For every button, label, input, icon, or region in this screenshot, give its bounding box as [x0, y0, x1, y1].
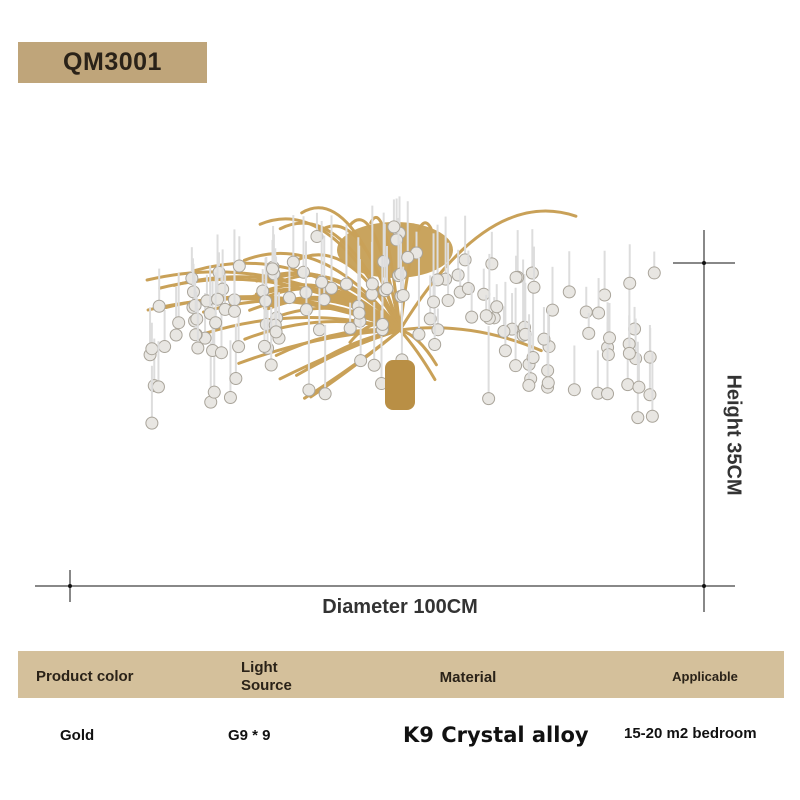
crystal-drop: [396, 266, 410, 302]
crystal-drop: [592, 278, 606, 320]
crystal-drop: [152, 268, 166, 313]
model-label: QM3001: [18, 42, 207, 83]
crystal-drop: [441, 242, 455, 308]
crystal-drop: [387, 199, 401, 234]
table-cell: Gold: [60, 727, 95, 744]
crystal-drop: [526, 291, 540, 365]
crystal-drop: [562, 251, 576, 299]
crystal-drop: [232, 236, 246, 273]
crystal-drop: [631, 341, 645, 425]
crystal-drop: [541, 310, 555, 390]
header-cell: Light Source: [241, 659, 292, 694]
crystal-drop: [299, 285, 313, 317]
crystal-drop: [465, 285, 479, 324]
crystal-drop: [145, 322, 159, 356]
crystal-drop: [567, 345, 581, 397]
branch: [398, 328, 437, 382]
crystal-drop: [229, 324, 243, 386]
crystal-drop: [582, 312, 596, 340]
crystal-drop: [265, 239, 279, 276]
crystal-drop: [286, 215, 300, 269]
crystal-drop: [218, 274, 232, 316]
branch: [398, 209, 578, 332]
crystal-drop: [537, 307, 551, 346]
table-cell: 15-20 m2 bedroom: [624, 725, 757, 742]
crystal-drop: [315, 221, 329, 289]
crystal-drop: [477, 268, 491, 301]
crystal-drop: [509, 255, 523, 284]
branch: [398, 326, 543, 353]
crystal-drop: [579, 286, 593, 319]
branch: [348, 218, 402, 332]
crystal-drop: [172, 272, 186, 330]
crystal-drop: [490, 284, 504, 314]
crystal-drop: [643, 327, 657, 364]
crystal-drop: [211, 234, 225, 306]
crystal-drop: [376, 297, 390, 331]
crystal-drop: [302, 310, 316, 397]
crystal-drop: [591, 350, 605, 400]
chandelier-illustration: [35, 196, 735, 612]
crystal-drop: [352, 245, 366, 320]
crystal-drop: [622, 280, 636, 360]
crystal-drop: [598, 250, 612, 302]
crystal-drop: [325, 215, 339, 295]
crystal-drop: [545, 266, 559, 317]
header-cell: Applicable: [672, 669, 738, 684]
crystal-drop: [485, 231, 499, 271]
crystal-drop: [191, 308, 205, 355]
crystal-drop: [522, 320, 536, 392]
crystal-drop: [310, 212, 324, 243]
crystal-drop: [145, 365, 159, 430]
crystal-drop: [412, 257, 426, 341]
crystal-drop: [603, 303, 617, 345]
crystal-drop: [380, 245, 394, 296]
crystal-drop: [482, 326, 496, 406]
crystal-drop: [647, 251, 661, 280]
crystal-drop: [223, 340, 237, 404]
crystal-drop: [169, 286, 183, 342]
crystal-drop: [632, 353, 646, 394]
crystal-drop: [343, 302, 357, 335]
crystal-drop: [259, 257, 273, 308]
crystal-drop: [209, 272, 223, 330]
crystal-drop: [297, 216, 311, 279]
table-cell: K9 Crystal alloy: [403, 723, 589, 747]
table-cell: G9 * 9: [228, 727, 271, 744]
header-cell: Material: [439, 669, 497, 686]
branch: [300, 206, 402, 332]
height-label: Height 35CM: [722, 374, 745, 496]
crystal-drop: [257, 289, 271, 353]
crystal-drop: [190, 297, 204, 326]
crystal-drop: [623, 244, 637, 290]
crystal-drop: [509, 287, 523, 373]
header-cell: Product color: [36, 668, 134, 685]
crystal-drop: [498, 281, 512, 358]
crystal-drop: [497, 306, 511, 338]
crystal-drop: [318, 324, 332, 401]
crystal-drop: [339, 224, 353, 291]
crystal-drop: [428, 282, 442, 351]
diameter-label: Diameter 100CM: [322, 596, 478, 618]
crystal-drop: [479, 294, 493, 323]
crystal-drop: [367, 301, 381, 372]
crystal-drop: [158, 309, 172, 354]
table-header-band: [18, 651, 784, 698]
crystal-drop: [527, 246, 541, 294]
crystal-drop: [401, 201, 415, 264]
crystal-drop: [645, 351, 659, 423]
crystal-drop: [365, 205, 379, 291]
crystal-drop: [185, 247, 199, 285]
crystal-drop: [427, 233, 441, 309]
crystal-drop: [525, 229, 539, 280]
crystal-drop: [282, 258, 296, 305]
crystal-drop: [431, 224, 445, 287]
